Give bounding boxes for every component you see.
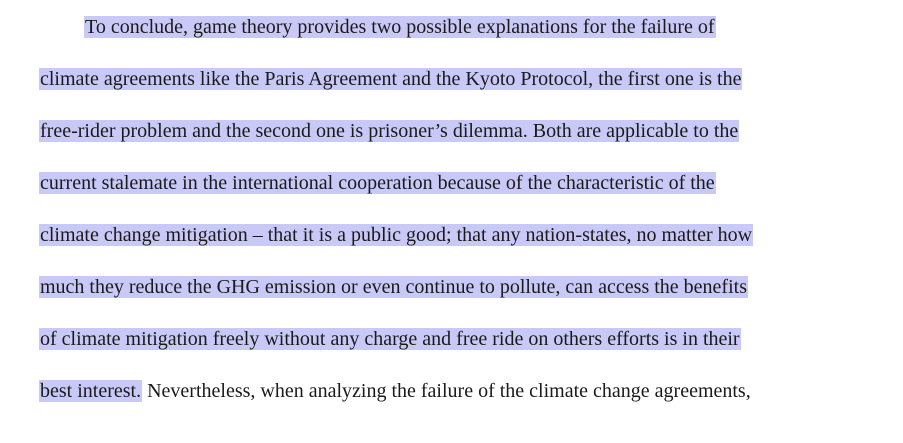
highlighted-text[interactable]: of climate mitigation freely without any… xyxy=(39,328,741,350)
highlighted-text[interactable]: current stalemate in the international c… xyxy=(39,172,716,194)
paragraph-line-6[interactable]: much they reduce the GHG emission or eve… xyxy=(39,274,748,300)
highlighted-text[interactable]: much they reduce the GHG emission or eve… xyxy=(39,276,748,298)
paragraph-line-5[interactable]: climate change mitigation – that it is a… xyxy=(39,222,754,248)
paragraph-line-2[interactable]: climate agreements like the Paris Agreem… xyxy=(39,66,743,92)
paragraph-line-8[interactable]: best interest. Nevertheless, when analyz… xyxy=(39,378,751,404)
unhighlighted-text[interactable]: Nevertheless, when analyzing the failure… xyxy=(142,380,751,402)
highlighted-text[interactable]: climate agreements like the Paris Agreem… xyxy=(39,68,743,90)
highlighted-text[interactable]: free-rider problem and the second one is… xyxy=(39,120,740,142)
highlighted-text[interactable]: best interest. xyxy=(39,380,143,402)
highlighted-text[interactable]: To conclude, game theory provides two po… xyxy=(84,16,716,38)
paragraph-line-7[interactable]: of climate mitigation freely without any… xyxy=(39,326,741,352)
paragraph-line-1[interactable]: To conclude, game theory provides two po… xyxy=(84,14,716,40)
paragraph-line-3[interactable]: free-rider problem and the second one is… xyxy=(39,118,740,144)
paragraph-line-4[interactable]: current stalemate in the international c… xyxy=(39,170,716,196)
highlighted-text[interactable]: climate change mitigation – that it is a… xyxy=(39,224,754,246)
